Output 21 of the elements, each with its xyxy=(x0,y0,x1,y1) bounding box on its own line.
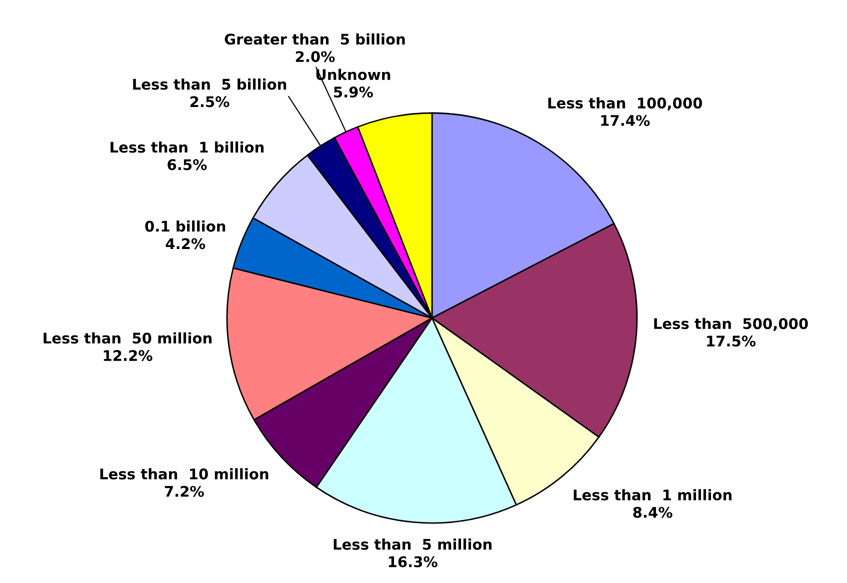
data-label: 4.2% xyxy=(166,238,206,250)
data-label: 17.5% xyxy=(707,336,756,347)
data-label: 2.5% xyxy=(190,96,230,108)
data-label: 7.2% xyxy=(164,486,204,497)
slice-label: Less than 5 million xyxy=(334,538,492,550)
slice-label: Less than 500,000 xyxy=(654,318,808,331)
slice-label: Less than 10 million xyxy=(100,468,268,480)
slice-label: Less than 1 million xyxy=(574,489,732,500)
data-label: 16.3% xyxy=(388,556,438,568)
data-label: 17.4% xyxy=(601,114,650,126)
data-label: 6.5% xyxy=(168,159,207,170)
slice-label: Less than 100,000 xyxy=(548,97,702,110)
slice-label: Less than 50 million xyxy=(44,332,212,344)
slice-label: Less than 5 billion xyxy=(133,78,286,90)
data-label: 5.9% xyxy=(334,86,373,98)
data-label: 12.2% xyxy=(104,350,152,362)
slice-label: 0.1 billion xyxy=(145,220,226,232)
slice-label: Less than 1 billion xyxy=(110,141,264,153)
data-label: 2.0% xyxy=(296,51,335,62)
data-label: 8.4% xyxy=(633,506,672,518)
slice-label: Greater than 5 billion xyxy=(224,33,405,45)
